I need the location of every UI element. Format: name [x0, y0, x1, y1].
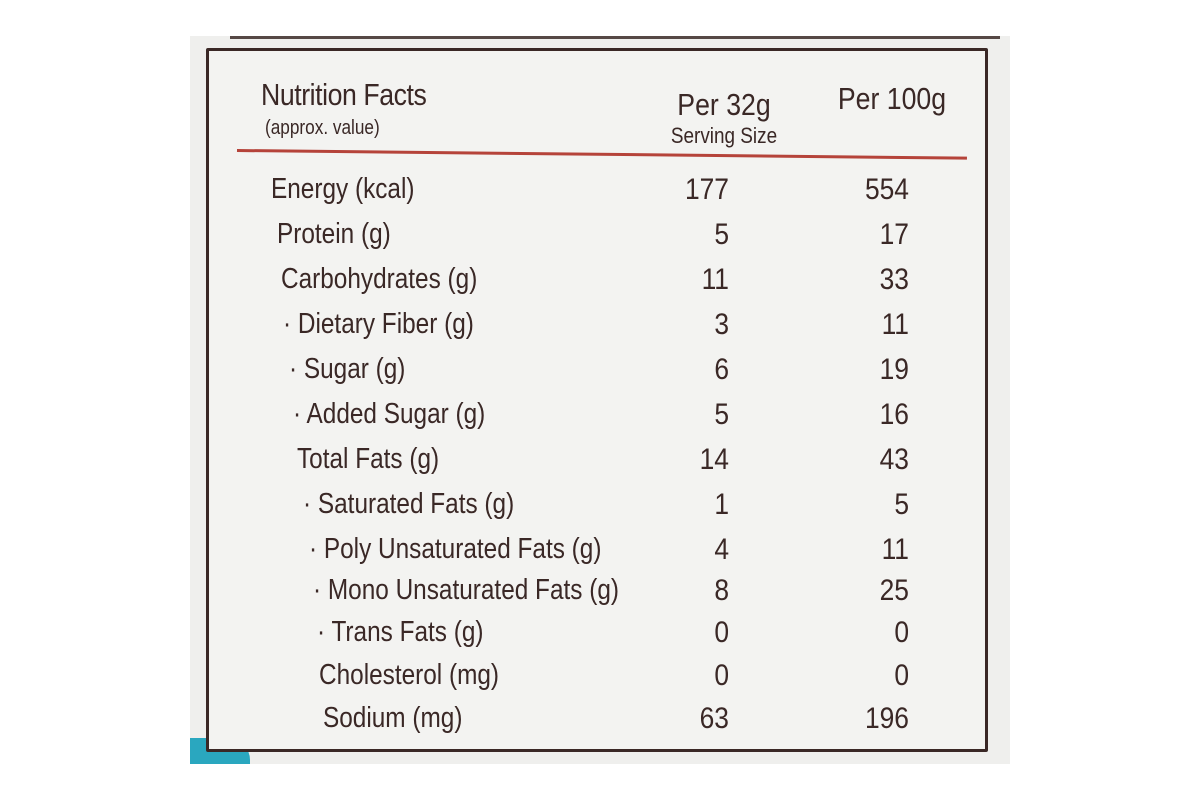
- table-row: Sodium (mg) 63 196: [209, 702, 985, 742]
- nutrient-name: Energy (kcal): [271, 173, 415, 205]
- value-per-100g: 0: [894, 616, 909, 649]
- value-per-32g: 6: [714, 353, 729, 386]
- value-per-100g: 19: [879, 353, 909, 386]
- table-row: · Saturated Fats (g) 1 5: [209, 488, 985, 528]
- table-row: · Added Sugar (g) 5 16: [209, 398, 985, 438]
- value-per-100g: 0: [894, 659, 909, 692]
- nutrient-name: Total Fats (g): [297, 443, 440, 475]
- nutrition-facts-panel: Nutrition Facts (approx. value) Per 32g …: [206, 48, 988, 752]
- value-per-100g: 196: [864, 702, 909, 735]
- nutrient-name: · Saturated Fats (g): [303, 488, 515, 520]
- column-header-per-100g: Per 100g: [837, 81, 947, 116]
- value-per-32g: 8: [714, 574, 729, 607]
- table-row: · Dietary Fiber (g) 3 11: [209, 308, 985, 348]
- value-per-32g: 0: [714, 659, 729, 692]
- value-per-32g: 11: [701, 263, 729, 296]
- table-row: · Trans Fats (g) 0 0: [209, 616, 985, 656]
- value-per-32g: 1: [714, 488, 729, 521]
- table-row: Cholesterol (mg) 0 0: [209, 659, 985, 699]
- table-row: Total Fats (g) 14 43: [209, 443, 985, 483]
- package-top-edge: [230, 36, 1000, 39]
- value-per-32g: 5: [714, 218, 729, 251]
- value-per-32g: 63: [699, 702, 729, 735]
- value-per-100g: 5: [894, 488, 909, 521]
- value-per-32g: 3: [714, 308, 729, 341]
- nutrient-name: Sodium (mg): [323, 702, 463, 734]
- nutrient-name: Carbohydrates (g): [281, 263, 478, 295]
- value-per-100g: 11: [881, 533, 909, 566]
- value-per-32g: 14: [699, 443, 729, 476]
- table-row: Energy (kcal) 177 554: [209, 173, 985, 213]
- value-per-100g: 554: [864, 173, 909, 206]
- panel-subtitle: (approx. value): [265, 117, 380, 139]
- table-row: · Sugar (g) 6 19: [209, 353, 985, 393]
- value-per-100g: 43: [879, 443, 909, 476]
- value-per-100g: 17: [879, 218, 909, 251]
- panel-title: Nutrition Facts: [261, 77, 427, 112]
- column-header-serving-note: Serving Size: [670, 123, 778, 148]
- value-per-32g: 4: [714, 533, 729, 566]
- nutrient-name: · Trans Fats (g): [317, 616, 484, 648]
- table-row: Protein (g) 5 17: [209, 218, 985, 258]
- column-header-per-serving: Per 32g: [677, 87, 771, 122]
- header-divider: [236, 149, 967, 160]
- nutrient-name: · Mono Unsaturated Fats (g): [313, 574, 619, 606]
- value-per-100g: 25: [879, 574, 909, 607]
- value-per-32g: 0: [714, 616, 729, 649]
- table-row: · Mono Unsaturated Fats (g) 8 25: [209, 574, 985, 614]
- nutrient-name: · Sugar (g): [289, 353, 406, 385]
- value-per-100g: 16: [879, 398, 909, 431]
- value-per-32g: 177: [684, 173, 729, 206]
- table-row: Carbohydrates (g) 11 33: [209, 263, 985, 303]
- nutrient-name: Cholesterol (mg): [319, 659, 500, 691]
- value-per-100g: 11: [881, 308, 909, 341]
- table-row: · Poly Unsaturated Fats (g) 4 11: [209, 533, 985, 573]
- value-per-100g: 33: [879, 263, 909, 296]
- value-per-32g: 5: [714, 398, 729, 431]
- nutrient-name: · Poly Unsaturated Fats (g): [309, 533, 602, 565]
- nutrient-name: Protein (g): [277, 218, 391, 250]
- nutrient-name: · Added Sugar (g): [293, 398, 486, 430]
- nutrient-name: · Dietary Fiber (g): [283, 308, 474, 340]
